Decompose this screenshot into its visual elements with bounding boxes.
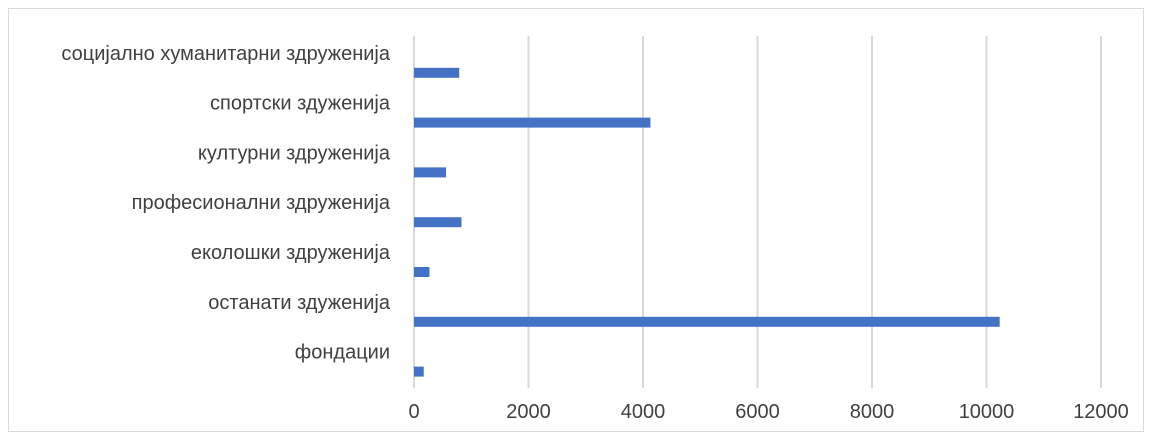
bar xyxy=(414,316,1000,327)
x-tick-label: 6000 xyxy=(735,401,780,423)
category-label: фондации xyxy=(295,342,390,364)
x-tick-label: 0 xyxy=(408,401,419,423)
x-tick-label: 8000 xyxy=(850,401,895,423)
bar xyxy=(414,267,430,277)
category-label: останати здуженија xyxy=(208,292,391,314)
bar xyxy=(414,366,424,377)
bar xyxy=(414,117,651,128)
x-tick-label: 4000 xyxy=(621,401,666,423)
gridlines xyxy=(413,36,1102,388)
bar xyxy=(414,167,447,178)
category-label: спортски здуженија xyxy=(210,93,391,115)
chart-area xyxy=(8,8,1144,432)
x-tick-label: 10000 xyxy=(959,401,1015,423)
x-tick-label: 12000 xyxy=(1073,401,1129,423)
x-axis-tick-labels: 0 2000 4000 6000 8000 10000 12000 xyxy=(408,401,1128,423)
bar xyxy=(414,217,462,228)
bar xyxy=(414,67,460,78)
category-labels: социјално хуманитарни здруженија спортски… xyxy=(61,43,390,364)
x-tick-label: 2000 xyxy=(506,401,551,423)
category-label: професионални здруженија xyxy=(132,192,391,214)
bars xyxy=(414,67,1000,377)
category-label: културни здруженија xyxy=(198,142,391,164)
category-label: еколошки здруженија xyxy=(191,242,391,264)
category-label: социјално хуманитарни здруженија xyxy=(61,43,390,65)
